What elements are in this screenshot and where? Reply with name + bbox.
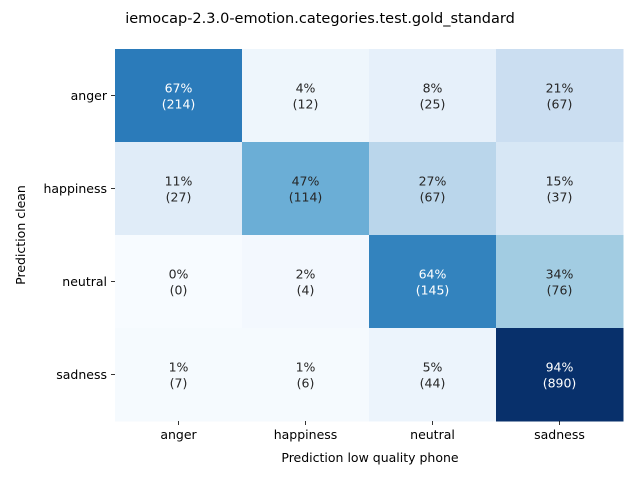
cell-count-label: (44)	[420, 376, 446, 391]
cell-count-label: (114)	[289, 190, 323, 205]
y-axis-label: Prediction clean	[13, 185, 28, 285]
heatmap-cell	[115, 142, 243, 236]
cell-count-label: (67)	[420, 190, 446, 205]
x-tick-label: happiness	[274, 427, 338, 442]
cell-count-label: (0)	[170, 283, 188, 298]
y-axis-ticks: anger happiness neutral sadness	[43, 88, 115, 382]
x-axis-ticks: anger happiness neutral sadness	[160, 421, 585, 442]
y-tick-label: anger	[71, 88, 108, 103]
heatmap-cell	[115, 235, 243, 329]
heatmap-cell	[242, 142, 370, 236]
heatmap-cell	[369, 235, 497, 329]
cell-percent-label: 11%	[165, 174, 193, 189]
cell-count-label: (214)	[162, 97, 196, 112]
cell-percent-label: 15%	[546, 174, 574, 189]
chart-title: iemocap-2.3.0-emotion.categories.test.go…	[125, 11, 515, 27]
cell-percent-label: 47%	[292, 174, 320, 189]
heatmap-cell	[242, 328, 370, 422]
cell-percent-label: 1%	[296, 360, 316, 375]
cell-count-label: (890)	[543, 376, 577, 391]
cell-percent-label: 0%	[169, 267, 189, 282]
cell-count-label: (12)	[293, 97, 319, 112]
heatmap-cell	[115, 49, 243, 143]
heatmap-cells: 67%(214)4%(12)8%(25)21%(67)11%(27)47%(11…	[115, 49, 624, 422]
heatmap-cell	[369, 142, 497, 236]
cell-count-label: (25)	[420, 97, 446, 112]
cell-percent-label: 34%	[546, 267, 574, 282]
cell-percent-label: 8%	[423, 81, 443, 96]
cell-count-label: (27)	[166, 190, 192, 205]
heatmap-cell	[369, 328, 497, 422]
x-axis-label: Prediction low quality phone	[281, 450, 459, 465]
cell-percent-label: 64%	[419, 267, 447, 282]
heatmap-cell	[496, 328, 624, 422]
cell-count-label: (37)	[547, 190, 573, 205]
heatmap-cell	[496, 142, 624, 236]
cell-percent-label: 21%	[546, 81, 574, 96]
heatmap-cell	[369, 49, 497, 143]
x-tick-label: anger	[160, 427, 197, 442]
cell-count-label: (6)	[297, 376, 315, 391]
y-tick-label: happiness	[43, 181, 107, 196]
cell-count-label: (7)	[170, 376, 188, 391]
cell-percent-label: 94%	[546, 360, 574, 375]
heatmap-cell	[496, 49, 624, 143]
heatmap-cell	[496, 235, 624, 329]
cell-percent-label: 27%	[419, 174, 447, 189]
y-tick-label: neutral	[62, 274, 107, 289]
cell-count-label: (76)	[547, 283, 573, 298]
cell-percent-label: 4%	[296, 81, 316, 96]
cell-percent-label: 2%	[296, 267, 316, 282]
x-tick-label: neutral	[410, 427, 455, 442]
heatmap-cell	[242, 49, 370, 143]
cell-count-label: (67)	[547, 97, 573, 112]
cell-count-label: (4)	[297, 283, 315, 298]
heatmap-cell	[242, 235, 370, 329]
cell-percent-label: 67%	[165, 81, 193, 96]
cell-percent-label: 5%	[423, 360, 443, 375]
cell-percent-label: 1%	[169, 360, 189, 375]
cell-count-label: (145)	[416, 283, 450, 298]
x-tick-label: sadness	[534, 427, 585, 442]
y-tick-label: sadness	[56, 367, 107, 382]
heatmap-cell	[115, 328, 243, 422]
